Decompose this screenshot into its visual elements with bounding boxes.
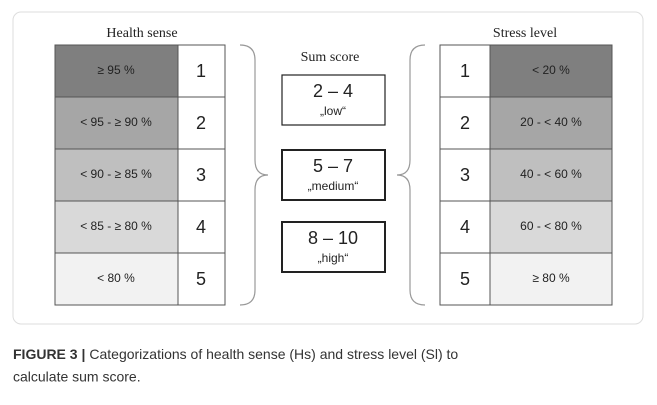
range-text: < 80 % xyxy=(97,271,135,285)
score-cell xyxy=(177,252,226,306)
range-text: 40 - < 60 % xyxy=(520,167,582,181)
score-text: 4 xyxy=(460,217,470,237)
brace-right xyxy=(396,44,426,306)
score-text: 4 xyxy=(196,217,206,237)
score-text: 2 xyxy=(196,113,206,133)
frame xyxy=(12,11,644,325)
score-text: 2 xyxy=(460,113,470,133)
stress-title: Stress level xyxy=(493,26,557,41)
sum-box xyxy=(281,221,386,273)
score-text: 5 xyxy=(460,269,470,289)
caption-text: Categorizations of health sense (Hs) and… xyxy=(89,346,458,362)
score-cell xyxy=(439,44,491,98)
caption-label: FIGURE 3 | xyxy=(13,346,85,362)
caption-text-2: calculate sum score. xyxy=(13,369,141,385)
score-cell xyxy=(177,96,226,150)
range-text: ≥ 95 % xyxy=(97,63,135,77)
score-cell xyxy=(439,148,491,202)
range-cell xyxy=(489,148,613,202)
range-text: 20 - < 40 % xyxy=(520,115,582,129)
sum-range: 5 – 7 xyxy=(313,156,353,176)
range-text: < 95 - ≥ 90 % xyxy=(80,115,152,129)
range-cell xyxy=(54,252,179,306)
range-text: < 85 - ≥ 80 % xyxy=(80,219,152,233)
score-text: 5 xyxy=(196,269,206,289)
score-text: 1 xyxy=(460,61,470,81)
score-cell xyxy=(439,200,491,254)
sum-box xyxy=(281,149,386,201)
caption: FIGURE 3 | Categorizations of health sens… xyxy=(13,346,458,362)
range-cell xyxy=(54,200,179,254)
health-title: Health sense xyxy=(106,26,177,41)
sum-title: Sum score xyxy=(301,50,360,65)
range-text: 60 - < 80 % xyxy=(520,219,582,233)
score-cell xyxy=(177,200,226,254)
score-cell xyxy=(177,148,226,202)
sum-range: 8 – 10 xyxy=(308,228,358,248)
score-text: 1 xyxy=(196,61,206,81)
range-cell xyxy=(489,44,613,98)
range-cell xyxy=(489,200,613,254)
range-cell xyxy=(489,252,613,306)
brace-left xyxy=(239,44,269,306)
range-text: < 20 % xyxy=(532,63,570,77)
sum-label: „low“ xyxy=(320,104,346,118)
range-cell xyxy=(489,96,613,150)
sum-box xyxy=(281,74,386,126)
sum-range: 2 – 4 xyxy=(313,81,353,101)
sum-label: „medium“ xyxy=(308,179,359,193)
range-text: < 90 - ≥ 85 % xyxy=(80,167,152,181)
range-text: ≥ 80 % xyxy=(532,271,570,285)
score-cell xyxy=(439,252,491,306)
score-text: 3 xyxy=(196,165,206,185)
sum-label: „high“ xyxy=(318,251,349,265)
score-cell xyxy=(177,44,226,98)
score-text: 3 xyxy=(460,165,470,185)
